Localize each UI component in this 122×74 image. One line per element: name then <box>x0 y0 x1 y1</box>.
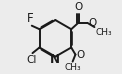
Text: O: O <box>76 50 84 60</box>
Text: N: N <box>50 53 60 66</box>
Text: F: F <box>27 12 34 25</box>
Text: O: O <box>88 18 96 28</box>
Text: CH₃: CH₃ <box>95 28 112 37</box>
Text: Cl: Cl <box>26 55 36 65</box>
Text: O: O <box>74 2 82 12</box>
Text: CH₃: CH₃ <box>64 63 81 72</box>
